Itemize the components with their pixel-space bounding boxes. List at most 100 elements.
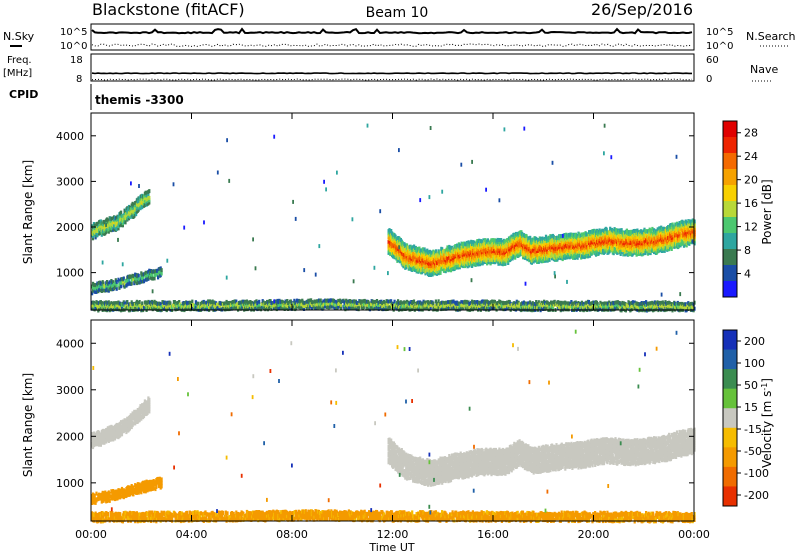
echo-cell	[464, 257, 468, 262]
echo-cell	[115, 283, 118, 288]
echo-cell	[464, 244, 468, 249]
echo-cell	[145, 270, 148, 275]
echo-cell	[526, 257, 529, 262]
echo-cell	[537, 244, 540, 249]
echo-cell	[468, 263, 471, 268]
echo-cell	[275, 307, 278, 312]
echo-cell	[640, 241, 643, 246]
echo-cell	[441, 300, 445, 305]
echo-cell	[524, 301, 527, 306]
echo-cell	[122, 276, 125, 281]
echo-cell	[235, 299, 238, 304]
echo-cell	[598, 228, 601, 233]
echo-cell	[609, 226, 612, 231]
echo-cell	[561, 301, 564, 306]
echo-cell	[420, 259, 423, 264]
echo-cell	[171, 303, 175, 308]
echo-cell	[384, 307, 387, 312]
echo-cell	[603, 304, 606, 309]
echo-cell	[390, 301, 394, 306]
echo-cell	[393, 299, 396, 304]
echo-cell	[615, 228, 618, 233]
echo-cell	[611, 244, 614, 248]
echo-cell	[429, 303, 432, 308]
freq-tick-top: 18	[70, 55, 83, 66]
echo-cell	[112, 280, 115, 285]
echo-cell	[619, 305, 622, 310]
echo-cell	[401, 240, 404, 245]
echo-cell	[326, 301, 329, 306]
echo-cell	[591, 304, 594, 308]
echo-cell	[466, 249, 469, 253]
echo-cell	[285, 306, 288, 311]
echo-cell	[546, 300, 549, 305]
echo-cell	[91, 288, 95, 293]
echo-cell	[537, 300, 540, 305]
echo-cell	[544, 254, 547, 259]
echo-cell	[651, 226, 654, 231]
echo-cell	[383, 299, 386, 304]
echo-cell	[411, 307, 414, 311]
echo-cell	[604, 301, 607, 306]
echo-cell	[322, 299, 325, 304]
freq-label: Freq.	[7, 55, 32, 66]
echo-cell	[679, 301, 682, 306]
echo-cell	[428, 249, 431, 254]
echo-cell	[115, 279, 118, 284]
echo-cell	[405, 299, 408, 304]
echo-cell	[690, 301, 693, 306]
echo-cell	[423, 267, 426, 272]
echo-cell	[528, 300, 532, 305]
echo-cell	[601, 304, 605, 309]
echo-cell	[586, 243, 589, 248]
echo-cell	[527, 251, 530, 256]
echo-cell	[123, 284, 126, 289]
echo-cell	[395, 250, 398, 254]
echo-cell	[404, 254, 407, 259]
echo-cell	[558, 240, 561, 245]
echo-cell	[123, 281, 126, 286]
echo-cell	[121, 223, 124, 228]
echo-cell	[291, 306, 294, 311]
echo-cell	[629, 252, 632, 257]
echo-cell	[420, 263, 424, 268]
nave-tick-top: 60	[706, 55, 719, 66]
echo-cell	[435, 249, 438, 254]
nsearch-trace	[91, 43, 693, 48]
echo-cell	[105, 217, 109, 222]
echo-cell	[92, 286, 95, 291]
echo-cell	[559, 236, 562, 241]
echo-cell	[582, 232, 585, 237]
beam-title: Beam 10	[366, 5, 429, 21]
echo-cell	[337, 298, 340, 303]
echo-cell	[477, 306, 481, 311]
echo-cell	[488, 306, 491, 311]
echo-cell	[595, 252, 598, 257]
echo-cell	[95, 231, 98, 236]
echo-cell	[379, 302, 382, 307]
echo-cell	[492, 242, 495, 247]
echo-cell	[510, 234, 513, 239]
echo-cell	[540, 300, 543, 305]
echo-cell	[309, 304, 312, 309]
echo-cell	[376, 303, 379, 308]
echo-cell	[535, 237, 538, 241]
echo-cell	[637, 230, 640, 235]
echo-cell	[629, 236, 632, 241]
echo-cell	[492, 246, 495, 251]
echo-cell	[566, 255, 569, 260]
echo-cell	[148, 268, 151, 273]
echo-cells	[91, 123, 696, 313]
echo-cell	[388, 234, 391, 239]
echo-cell	[148, 200, 151, 205]
echo-cell	[505, 304, 508, 308]
echo-cell	[141, 301, 144, 306]
echo-cell	[425, 300, 428, 305]
echo-cell	[115, 286, 118, 291]
echo-cell	[96, 300, 99, 305]
echo-cell	[357, 307, 360, 312]
echo-cell	[665, 304, 668, 309]
echo-cell	[508, 251, 511, 256]
echo-cell	[471, 264, 474, 268]
